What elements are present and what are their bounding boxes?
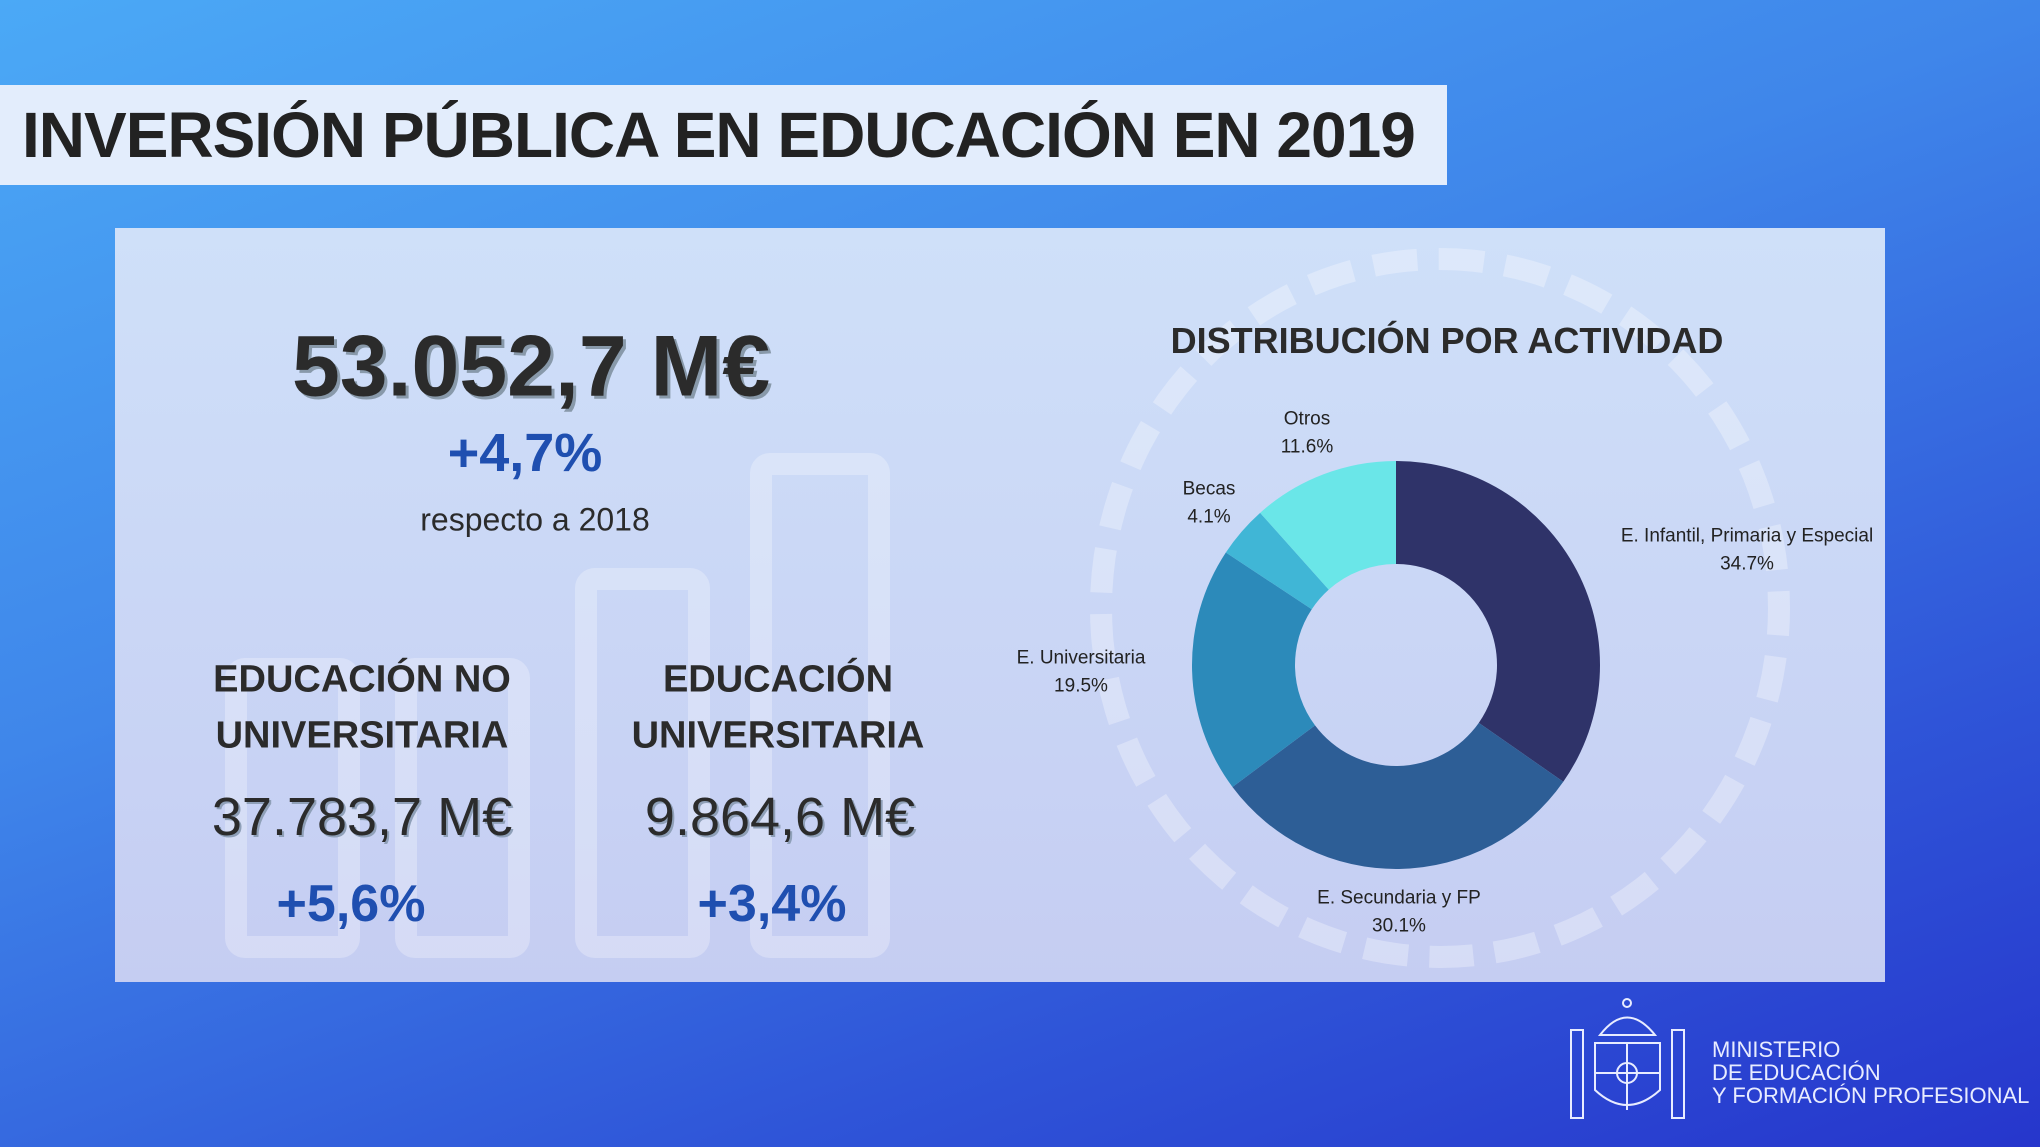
total-value: 53.052,7 M€ bbox=[291, 318, 771, 415]
slice-label: E. Universitaria 19.5% bbox=[1016, 647, 1146, 696]
chart-title: DISTRIBUCIÓN POR ACTIVIDAD bbox=[1170, 320, 1724, 361]
title-bar: INVERSIÓN PÚBLICA EN EDUCACIÓN EN 2019 bbox=[0, 85, 1447, 185]
donut-slice bbox=[1192, 552, 1316, 787]
slice-label: E. Secundaria y FP 30.1% bbox=[1317, 887, 1481, 936]
univ-change: +3,4% bbox=[697, 875, 847, 933]
univ-heading: UNIVERSITARIA bbox=[631, 714, 925, 757]
donut-slice bbox=[1396, 461, 1600, 782]
page-title: INVERSIÓN PÚBLICA EN EDUCACIÓN EN 2019 bbox=[22, 99, 1416, 171]
no-univ-value: 37.783,7 M€ bbox=[211, 787, 513, 847]
univ-value: 9.864,6 M€ bbox=[644, 787, 916, 847]
total-change: +4,7% bbox=[447, 423, 603, 483]
coat-of-arms-logo bbox=[1570, 998, 1685, 1119]
bar-decoration bbox=[395, 658, 530, 958]
bar-decoration bbox=[750, 453, 890, 958]
slice-label: Otros 11.6% bbox=[1280, 408, 1334, 457]
total-note: respecto a 2018 bbox=[420, 501, 650, 538]
slice-label: Becas 4.1% bbox=[1182, 478, 1236, 527]
ministry-name: MINISTERIO DE EDUCACIÓN Y FORMACIÓN PROFES… bbox=[1712, 1037, 2030, 1108]
donut-slice bbox=[1232, 722, 1564, 870]
no-univ-heading: EDUCACIÓN NO bbox=[213, 658, 511, 701]
bar-decoration bbox=[225, 658, 360, 958]
donut-slice bbox=[1260, 461, 1396, 590]
slice-label: E. Infantil, Primaria y Especial 34.7% bbox=[1620, 525, 1874, 574]
no-univ-heading: UNIVERSITARIA bbox=[215, 714, 509, 757]
univ-heading: EDUCACIÓN bbox=[662, 658, 894, 701]
bar-decoration bbox=[575, 568, 710, 958]
no-univ-change: +5,6% bbox=[276, 875, 426, 933]
donut-slice bbox=[1225, 512, 1329, 610]
